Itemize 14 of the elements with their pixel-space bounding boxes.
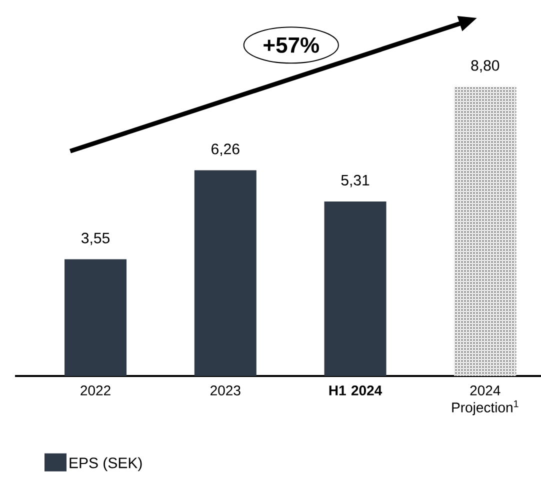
data-label: 5,31: [341, 174, 370, 188]
legend-label: EPS (SEK): [70, 457, 142, 472]
bar: [64, 259, 127, 376]
bar: [324, 201, 386, 376]
bar: [194, 170, 256, 376]
data-label: 8,80: [471, 60, 500, 73]
x-tick-label: H1 2024: [329, 386, 382, 396]
data-label: 6,26: [212, 144, 240, 156]
text: +57%: [264, 37, 319, 53]
bar: [454, 86, 516, 376]
x-tick-label: 2022: [80, 386, 110, 396]
x-tick-label: 2024 Projection$^{1}$: [452, 386, 518, 416]
data-label: 3,55: [82, 232, 110, 246]
x-tick-label: 2023: [210, 386, 240, 396]
